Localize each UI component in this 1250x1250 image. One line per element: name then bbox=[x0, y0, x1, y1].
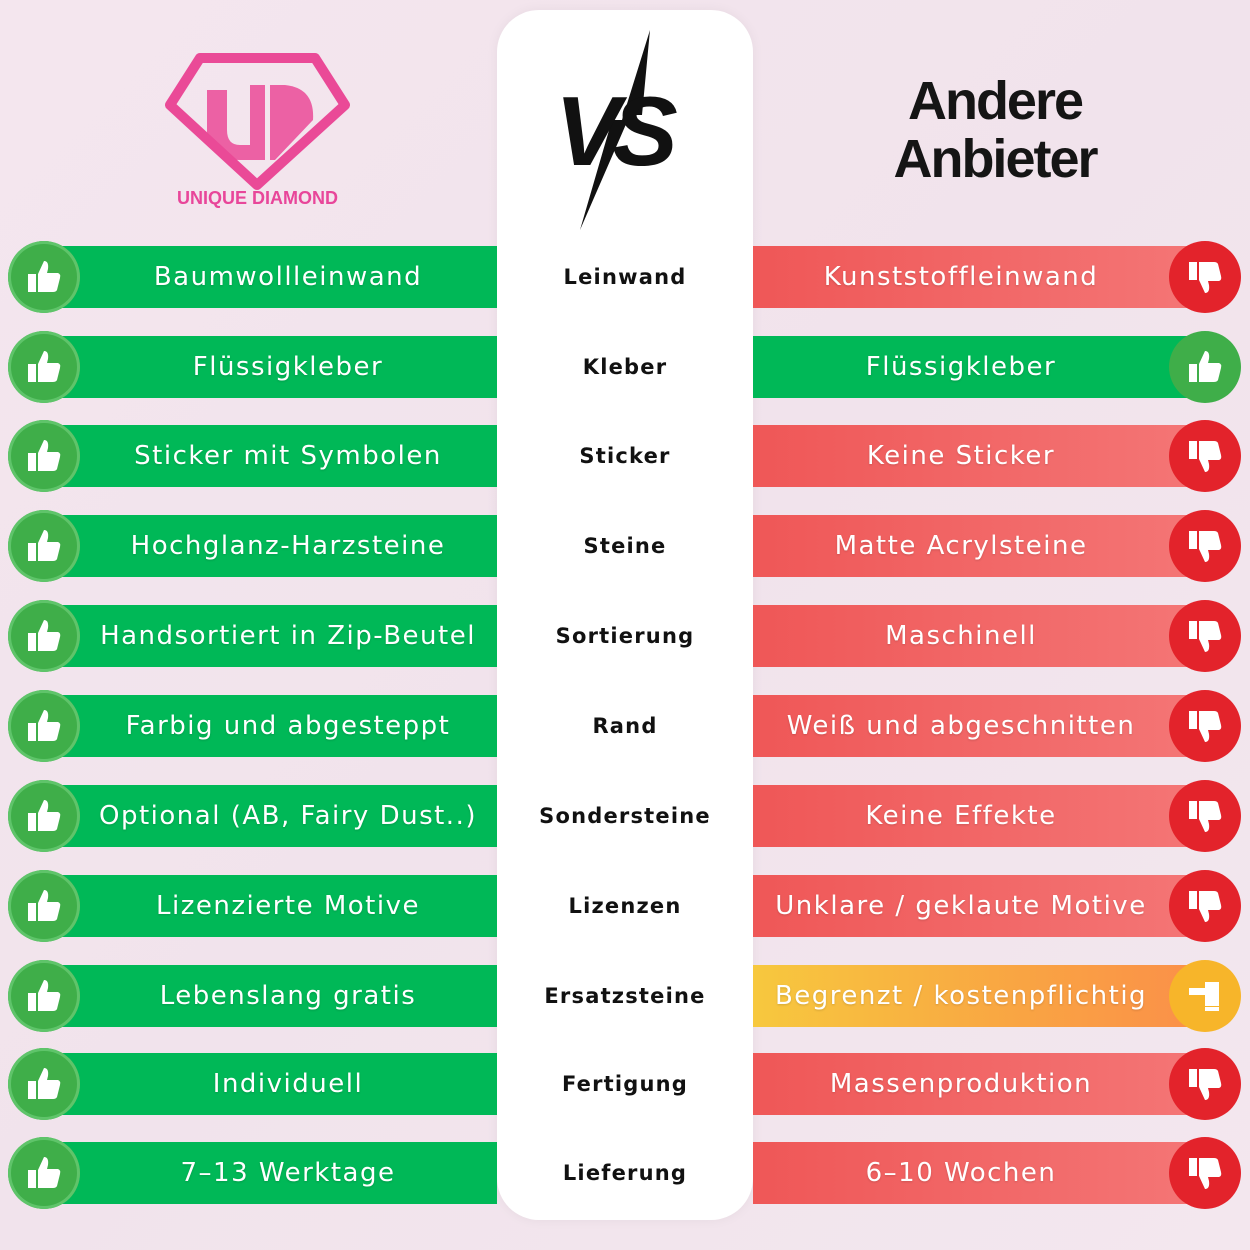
competitor-feature-bar bbox=[753, 875, 1205, 937]
our-feature: 7–13 Werktage bbox=[180, 1158, 396, 1188]
thumbs-down-icon bbox=[1169, 241, 1241, 313]
our-feature-bar bbox=[40, 875, 497, 937]
our-feature: Sticker mit Symbolen bbox=[134, 441, 442, 471]
competitor-feature: Kunststoffleinwand bbox=[823, 262, 1099, 292]
competitor-title-line2: Anbieter bbox=[893, 129, 1098, 189]
comparison-row: Optional (AB, Fairy Dust..) Sondersteine… bbox=[0, 780, 1250, 852]
thumbs-up-icon bbox=[8, 510, 80, 582]
competitor-feature-bar bbox=[753, 425, 1205, 487]
our-feature-bar bbox=[40, 425, 497, 487]
our-feature: Farbig und abgesteppt bbox=[125, 711, 451, 741]
competitor-feature-bar bbox=[753, 246, 1205, 308]
competitor-feature-bar bbox=[753, 515, 1205, 577]
thumbs-down-icon bbox=[1169, 600, 1241, 672]
comparison-row: Farbig und abgesteppt Rand Weiß und abge… bbox=[0, 690, 1250, 762]
thumbs-up-icon bbox=[8, 870, 80, 942]
thumbs-up-icon bbox=[8, 600, 80, 672]
our-feature-bar bbox=[40, 515, 497, 577]
category-label: Fertigung bbox=[561, 1072, 689, 1096]
competitor-feature: Matte Acrylsteine bbox=[834, 531, 1088, 561]
competitor-feature: Massenproduktion bbox=[829, 1069, 1093, 1099]
category-label: Lizenzen bbox=[568, 894, 682, 918]
comparison-row: Flüssigkleber Kleber Flüssigkleber bbox=[0, 331, 1250, 403]
competitor-title: Andere Anbieter bbox=[850, 72, 1140, 188]
comparison-row: Lizenzierte Motive Lizenzen Unklare / ge… bbox=[0, 870, 1250, 942]
comparison-row: Hochglanz-Harzsteine Steine Matte Acryls… bbox=[0, 510, 1250, 582]
our-feature: Hochglanz-Harzsteine bbox=[130, 531, 446, 561]
our-feature-bar bbox=[40, 695, 497, 757]
comparison-row: 7–13 Werktage Lieferung 6–10 Wochen bbox=[0, 1137, 1250, 1209]
center-column-card bbox=[497, 10, 753, 1220]
thumbs-up-icon bbox=[8, 780, 80, 852]
thumbs-down-icon bbox=[1169, 690, 1241, 762]
competitor-feature: Keine Effekte bbox=[865, 801, 1057, 831]
thumbs-down-icon bbox=[1169, 780, 1241, 852]
thumbs-up-icon bbox=[8, 420, 80, 492]
our-feature: Baumwollleinwand bbox=[153, 262, 423, 292]
competitor-feature: Begrenzt / kostenpflichtig bbox=[774, 981, 1148, 1011]
comparison-row: Handsortiert in Zip-Beutel Sortierung Ma… bbox=[0, 600, 1250, 672]
competitor-feature: Maschinell bbox=[885, 621, 1037, 651]
competitor-title-line1: Andere bbox=[907, 71, 1084, 131]
unique-diamond-logo bbox=[165, 53, 350, 190]
competitor-feature: 6–10 Wochen bbox=[865, 1158, 1057, 1188]
thumb-sideways-icon bbox=[1169, 960, 1241, 1032]
competitor-feature: Keine Sticker bbox=[866, 441, 1056, 471]
category-label: Kleber bbox=[582, 355, 668, 379]
competitor-feature-bar bbox=[753, 336, 1205, 398]
category-label: Sortierung bbox=[555, 624, 695, 648]
our-feature: Handsortiert in Zip-Beutel bbox=[100, 621, 476, 651]
thumbs-up-icon bbox=[8, 331, 80, 403]
our-feature-bar bbox=[40, 336, 497, 398]
our-feature-bar bbox=[40, 785, 497, 847]
category-label: Sticker bbox=[579, 444, 671, 468]
our-feature: Lizenzierte Motive bbox=[156, 891, 420, 921]
our-feature: Individuell bbox=[212, 1069, 364, 1099]
thumbs-down-icon bbox=[1169, 870, 1241, 942]
thumbs-down-icon bbox=[1169, 1137, 1241, 1209]
our-feature-bar bbox=[40, 1142, 497, 1204]
competitor-feature: Weiß und abgeschnitten bbox=[786, 711, 1136, 741]
competitor-feature-bar bbox=[753, 965, 1205, 1027]
comparison-row: Sticker mit Symbolen Sticker Keine Stick… bbox=[0, 420, 1250, 492]
competitor-feature-bar bbox=[753, 695, 1205, 757]
svg-text:VS: VS bbox=[555, 76, 677, 186]
competitor-feature: Unklare / geklaute Motive bbox=[775, 891, 1147, 921]
category-label: Sondersteine bbox=[539, 804, 711, 828]
our-feature: Flüssigkleber bbox=[192, 352, 384, 382]
thumbs-down-icon bbox=[1169, 510, 1241, 582]
comparison-row: Lebenslang gratis Ersatzsteine Begrenzt … bbox=[0, 960, 1250, 1032]
thumbs-up-icon bbox=[8, 1137, 80, 1209]
vs-logo: VS bbox=[555, 30, 685, 230]
our-feature: Optional (AB, Fairy Dust..) bbox=[99, 801, 477, 831]
competitor-feature-bar bbox=[753, 1142, 1205, 1204]
our-feature-bar bbox=[40, 246, 497, 308]
thumbs-up-icon bbox=[8, 690, 80, 762]
category-label: Leinwand bbox=[563, 265, 687, 289]
our-feature-bar bbox=[40, 605, 497, 667]
category-label: Ersatzsteine bbox=[544, 984, 706, 1008]
comparison-row: Baumwollleinwand Leinwand Kunststofflein… bbox=[0, 241, 1250, 313]
thumbs-down-icon bbox=[1169, 420, 1241, 492]
our-feature-bar bbox=[40, 965, 497, 1027]
competitor-feature-bar bbox=[753, 1053, 1205, 1115]
thumbs-up-icon bbox=[8, 1048, 80, 1120]
our-feature: Lebenslang gratis bbox=[159, 981, 417, 1011]
thumbs-up-icon bbox=[8, 241, 80, 313]
category-label: Rand bbox=[592, 714, 658, 738]
competitor-feature-bar bbox=[753, 785, 1205, 847]
category-label: Lieferung bbox=[562, 1161, 688, 1185]
comparison-row: Individuell Fertigung Massenproduktion bbox=[0, 1048, 1250, 1120]
competitor-feature: Flüssigkleber bbox=[865, 352, 1057, 382]
thumbs-down-icon bbox=[1169, 1048, 1241, 1120]
competitor-feature-bar bbox=[753, 605, 1205, 667]
brand-name: UNIQUE DIAMOND bbox=[177, 188, 338, 208]
our-feature-bar bbox=[40, 1053, 497, 1115]
thumbs-up-icon bbox=[8, 960, 80, 1032]
thumbs-up-icon bbox=[1169, 331, 1241, 403]
category-label: Steine bbox=[583, 534, 667, 558]
